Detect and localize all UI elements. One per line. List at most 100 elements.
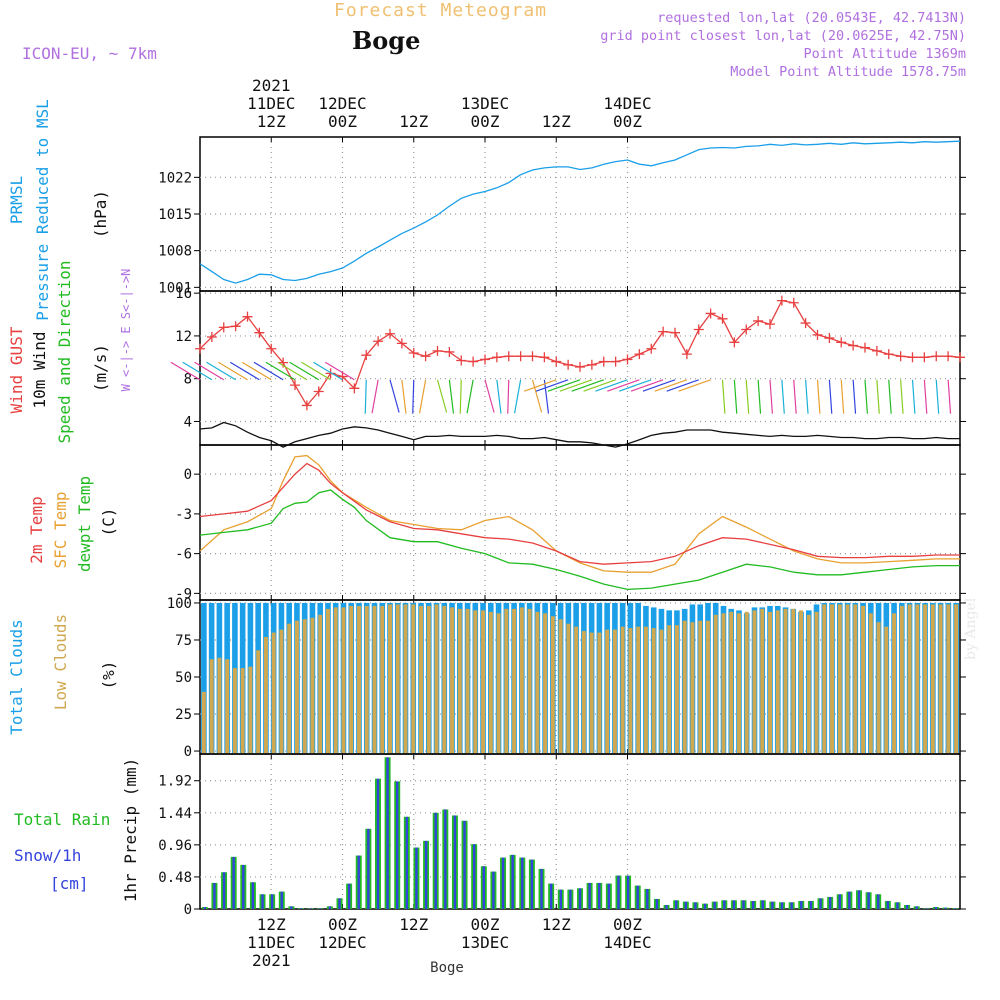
snow-bar — [848, 891, 851, 909]
snow-bar — [751, 900, 755, 909]
gust-marker — [646, 343, 657, 354]
time-label-top: 12Z — [399, 112, 428, 131]
time-label-top: 00Z — [471, 112, 500, 131]
snow-bar — [463, 820, 466, 909]
low-cloud-bar — [201, 691, 206, 753]
wind-direction-arrow — [733, 379, 738, 414]
gust-marker — [480, 354, 490, 365]
low-clouds-label: Low Clouds — [51, 614, 70, 710]
point-altitude: Point Altitude 1369m — [803, 46, 966, 62]
wind-direction-arrow — [364, 379, 367, 414]
gust-marker — [729, 337, 740, 348]
snow-bar — [405, 816, 409, 909]
low-cloud-bar — [690, 622, 695, 753]
low-cloud-bar — [512, 608, 517, 753]
snow-bar — [877, 894, 880, 909]
snow-bar — [675, 900, 678, 909]
low-cloud-bar — [357, 605, 361, 753]
gust-marker — [373, 336, 384, 347]
low-cloud-bar — [426, 605, 431, 753]
low-cloud-bar — [232, 668, 237, 753]
low-cloud-bar — [799, 610, 803, 753]
snow-bar — [588, 882, 591, 909]
time-label-bottom: 12Z — [257, 915, 286, 934]
gust-marker — [242, 311, 253, 322]
gust-marker — [420, 351, 431, 362]
low-cloud-bar — [791, 608, 796, 753]
low-cloud-bar — [574, 626, 579, 753]
gust-marker — [290, 380, 300, 391]
wind-direction-arrow — [170, 361, 201, 381]
wind-direction-arrow — [466, 379, 474, 414]
snow-bar — [386, 757, 389, 909]
y-tick-label: 0.48 — [158, 870, 192, 886]
low-cloud-bar — [457, 608, 462, 753]
snow-bar — [444, 809, 447, 909]
snow-bar — [530, 859, 534, 909]
snow-bar — [934, 906, 938, 909]
snow-bar — [415, 847, 418, 909]
wind-direction-arrow — [769, 379, 774, 414]
tempsfc-label: SFC Temp — [51, 491, 70, 568]
gust-marker — [218, 322, 229, 333]
low-cloud-bar — [442, 605, 447, 753]
y-tick-label: 0 — [184, 902, 192, 918]
y-tick-label: -6 — [175, 547, 192, 563]
snow-bar — [434, 812, 437, 909]
low-cloud-bar — [263, 637, 268, 753]
wind-direction-arrow — [828, 379, 833, 414]
low-cloud-bar — [892, 613, 897, 753]
low-cloud-bar — [473, 610, 478, 753]
total-clouds-label: Total Clouds — [7, 619, 26, 735]
low-cloud-bar — [674, 625, 679, 753]
low-cloud-bar — [581, 631, 586, 753]
snow-bar — [396, 781, 399, 909]
gust-marker — [491, 352, 502, 363]
gust-marker — [895, 351, 906, 362]
gust-marker — [788, 297, 799, 308]
gust-marker — [575, 361, 585, 372]
wind-direction-arrow — [513, 379, 522, 414]
wind-speed-line — [199, 421, 960, 448]
time-label-bottom: 12Z — [542, 915, 571, 934]
wind-direction-arrow — [301, 361, 331, 381]
wind-direction-arrow — [666, 379, 699, 392]
time-label-top: 14DEC — [603, 94, 651, 113]
low-cloud-bar — [450, 607, 454, 753]
snow-bar — [559, 889, 562, 909]
low-cloud-bar — [488, 611, 493, 753]
time-label-top: 12DEC — [318, 94, 366, 113]
y-tick-label: 1008 — [158, 244, 192, 260]
gust-marker — [753, 315, 764, 326]
wind-direction-arrow — [535, 379, 569, 392]
gust-marker — [681, 349, 692, 360]
low-cloud-bar — [884, 626, 889, 753]
snow-bar — [723, 900, 726, 909]
low-cloud-bar — [737, 613, 741, 753]
snow-bar — [270, 894, 274, 909]
cloud-unit: (%) — [99, 661, 118, 690]
y-tick-label: 1022 — [158, 170, 192, 186]
snow-bar — [761, 900, 764, 909]
low-cloud-bar — [380, 605, 385, 753]
temp2m-label: 2m Temp — [27, 496, 46, 563]
snow-bar — [232, 856, 235, 909]
gust-marker — [563, 359, 574, 370]
low-cloud-bar — [333, 607, 338, 753]
snow-bar — [905, 904, 909, 909]
low-cloud-bar — [209, 659, 214, 753]
time-label-top: 00Z — [613, 112, 642, 131]
pressure-label-2: Pressure Reduced to MSL — [33, 99, 52, 321]
wind-direction-arrow — [947, 379, 952, 414]
low-cloud-bar — [628, 628, 633, 753]
gust-marker — [515, 351, 526, 362]
wind-direction-arrow — [436, 379, 448, 413]
wind-direction-arrow — [619, 379, 652, 392]
snow-bar — [357, 855, 360, 909]
y-tick-label: 8 — [184, 372, 192, 388]
y-tick-label: 75 — [175, 633, 192, 649]
snow-bar — [309, 908, 312, 909]
gust-marker — [195, 343, 205, 354]
wind-direction-arrow — [507, 379, 510, 414]
snow-bar — [569, 889, 572, 909]
